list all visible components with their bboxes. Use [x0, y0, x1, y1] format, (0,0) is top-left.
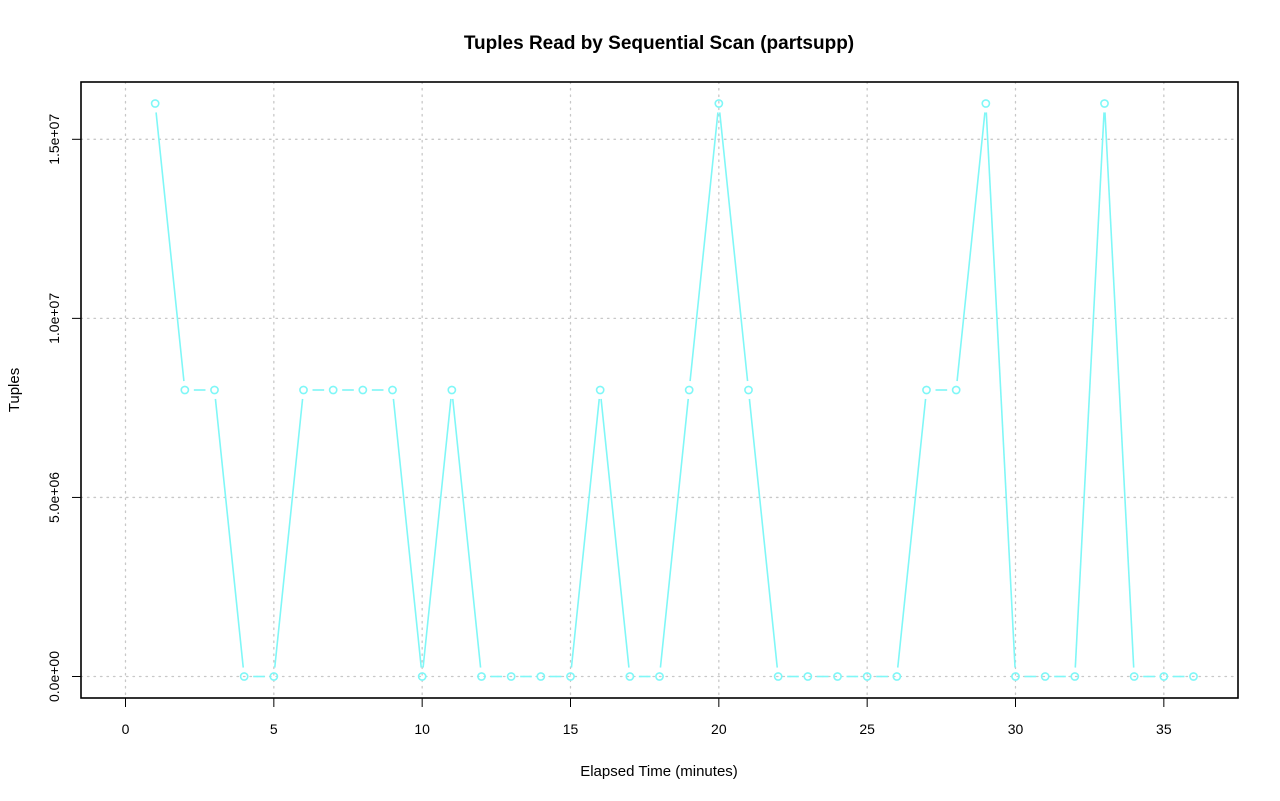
series-line-segment	[214, 398, 245, 668]
data-point	[417, 672, 427, 681]
series-line-segment	[1074, 112, 1105, 668]
data-point	[1100, 99, 1109, 108]
data-point	[655, 672, 664, 681]
x-tick-label: 10	[414, 721, 430, 737]
data-point	[536, 672, 546, 681]
data-point	[388, 385, 397, 395]
y-tick-label: 0.0e+00	[46, 651, 62, 702]
series-line-segment	[659, 398, 690, 668]
data-point	[566, 672, 575, 681]
series-line-segment	[451, 398, 482, 668]
data-point	[1129, 672, 1139, 681]
data-point	[1011, 672, 1020, 681]
data-point	[1189, 672, 1198, 681]
series-line-segment	[748, 398, 779, 668]
data-point	[180, 385, 190, 395]
series-line-segment	[689, 112, 719, 382]
data-point	[1159, 672, 1169, 681]
data-point	[269, 672, 279, 681]
data-point	[358, 385, 368, 395]
x-tick-label: 20	[711, 721, 727, 737]
data-point	[862, 672, 872, 681]
data-point	[892, 672, 902, 681]
data-point	[922, 385, 931, 395]
series-line-segment	[422, 398, 452, 668]
y-tick-label: 5.0e+06	[46, 472, 62, 523]
data-point	[150, 99, 160, 108]
data-point	[210, 385, 219, 395]
data-point	[803, 672, 813, 681]
data-point	[477, 672, 486, 681]
data-point	[299, 385, 308, 395]
data-point	[447, 385, 457, 395]
series-line-segment	[896, 398, 927, 668]
axis-layer: 0 5 10 15 20 25 30 35 0.0e+00 5.0e+06 1.0e+07 1.5e+…	[46, 114, 1172, 737]
series-line-segment	[600, 398, 630, 668]
x-tick-label: 15	[563, 721, 579, 737]
series-line-segment	[155, 112, 185, 382]
chart-title: Tuples Read by Sequential Scan (partsupp…	[464, 33, 854, 54]
series-line-segment	[718, 112, 749, 382]
data-point	[744, 385, 753, 395]
data-point	[833, 672, 842, 681]
series-line-segment	[392, 398, 423, 668]
data-point	[773, 672, 783, 681]
series-line-segment	[273, 398, 304, 668]
x-tick-label: 25	[859, 721, 875, 737]
x-tick-label: 30	[1008, 721, 1024, 737]
data-point	[684, 385, 694, 395]
y-axis-label: Tuples	[6, 368, 23, 412]
x-tick-label: 5	[270, 721, 278, 737]
series-line-segment	[956, 112, 986, 382]
y-tick-label: 1.0e+07	[46, 293, 62, 344]
data-point	[506, 672, 516, 681]
data-point	[625, 672, 635, 681]
series-layer	[150, 99, 1198, 681]
data-point	[951, 385, 961, 395]
x-tick-label: 0	[122, 721, 130, 737]
series-line-segment	[570, 398, 601, 668]
data-point	[714, 99, 724, 108]
data-point	[1040, 672, 1050, 681]
y-tick-label: 1.5e+07	[46, 114, 62, 165]
data-point	[328, 385, 338, 395]
grid-layer	[80, 81, 1239, 699]
x-tick-label: 35	[1156, 721, 1172, 737]
data-point	[1070, 672, 1080, 681]
data-point	[981, 99, 991, 108]
x-axis-label: Elapsed Time (minutes)	[580, 763, 738, 780]
series-line-segment	[985, 112, 1016, 668]
series-line-segment	[1104, 112, 1135, 668]
data-point	[595, 385, 605, 395]
data-point	[239, 672, 249, 681]
